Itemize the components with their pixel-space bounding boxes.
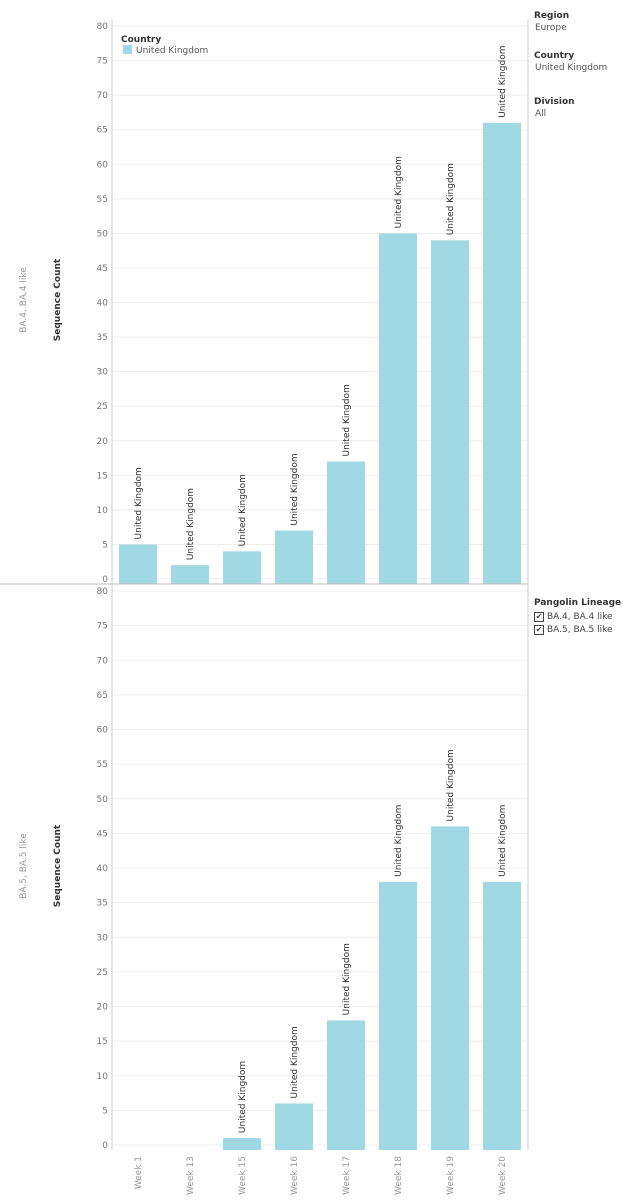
y-tick-label: 30 (97, 368, 109, 378)
y-tick-label: 80 (97, 587, 109, 597)
country-filter-value[interactable]: United Kingdom (535, 63, 608, 73)
region-filter-value[interactable]: Europe (535, 23, 567, 33)
bar (379, 881, 417, 1150)
division-filter[interactable]: Division All (534, 97, 575, 119)
y-tick-label: 25 (97, 968, 108, 978)
y-tick-label: 80 (97, 22, 109, 32)
lineage-option-label: BA.4, BA.4 like (547, 611, 613, 622)
bar-data-label: United Kingdom (238, 474, 248, 546)
legend-item-label: United Kingdom (136, 46, 208, 56)
bar-data-label: United Kingdom (238, 1061, 248, 1133)
y-tick-label: 55 (97, 195, 108, 205)
y-tick-label: 15 (97, 471, 108, 481)
x-tick-label: Week 19 (446, 1156, 456, 1195)
country-filter[interactable]: Country United Kingdom (534, 51, 607, 73)
bar (379, 233, 417, 584)
y-tick-label: 70 (97, 91, 109, 101)
y-axis-title: Sequence Count (53, 824, 63, 907)
y-tick-label: 50 (97, 229, 109, 239)
x-tick-label: Week 20 (498, 1156, 508, 1195)
row-header-label: BA.4, BA.4 like (19, 267, 29, 333)
y-tick-label: 50 (97, 795, 109, 805)
x-tick-label: Week 15 (238, 1156, 248, 1195)
bar-data-label: United Kingdom (446, 163, 456, 235)
filter-panel: Region Europe Country United Kingdom Div… (534, 0, 642, 1200)
y-tick-label: 60 (97, 160, 109, 170)
checkmark-icon[interactable]: ✔ (534, 624, 544, 635)
lineage-option-ba5[interactable]: ✔ BA.5, BA.5 like (534, 623, 621, 636)
bar-data-label: United Kingdom (394, 156, 404, 228)
country-filter-title: Country (534, 51, 575, 61)
checkmark-icon[interactable]: ✔ (534, 611, 544, 622)
y-tick-label: 35 (97, 333, 108, 343)
x-tick-label: Week 1 (134, 1156, 144, 1189)
y-tick-label: 25 (97, 402, 108, 412)
y-tick-label: 45 (97, 264, 108, 274)
division-filter-value[interactable]: All (535, 109, 547, 119)
legend-swatch (123, 45, 132, 54)
y-axis-title: Sequence Count (53, 258, 63, 341)
bar (431, 240, 469, 584)
bar (431, 826, 469, 1150)
y-tick-label: 5 (102, 1106, 108, 1116)
x-tick-label: Week 16 (290, 1156, 300, 1195)
bar (275, 530, 313, 584)
lineage-option-label: BA.5, BA.5 like (547, 624, 613, 635)
bar-data-label: United Kingdom (446, 749, 456, 821)
division-filter-title: Division (534, 97, 575, 107)
y-tick-label: 75 (97, 57, 108, 67)
bar (327, 461, 365, 584)
y-tick-label: 45 (97, 829, 108, 839)
lineage-filter: Pangolin Lineage ✔ BA.4, BA.4 like ✔ BA.… (534, 598, 621, 636)
y-tick-label: 40 (97, 299, 109, 309)
bar-data-label: United Kingdom (186, 488, 196, 560)
y-tick-label: 70 (97, 656, 109, 666)
y-tick-label: 20 (97, 437, 109, 447)
y-tick-label: 75 (97, 622, 108, 632)
y-tick-label: 30 (97, 933, 109, 943)
y-tick-label: 5 (102, 540, 108, 550)
bar (327, 1020, 365, 1150)
row-header-label: BA.5, BA.5 like (19, 833, 29, 899)
bar-data-label: United Kingdom (290, 453, 300, 525)
bar-data-label: United Kingdom (498, 805, 508, 877)
bar (483, 122, 521, 585)
region-filter-title: Region (534, 11, 570, 21)
y-tick-label: 20 (97, 1003, 109, 1013)
legend-title: Country (121, 35, 161, 45)
bar (223, 1138, 261, 1150)
y-tick-label: 0 (102, 1141, 108, 1151)
bar (275, 1103, 313, 1150)
bar (119, 544, 157, 584)
y-tick-label: 40 (97, 864, 109, 874)
bar-data-label: United Kingdom (342, 384, 352, 456)
y-tick-label: 10 (97, 506, 109, 516)
lineage-option-ba4[interactable]: ✔ BA.4, BA.4 like (534, 610, 621, 623)
bar-data-label: United Kingdom (394, 805, 404, 877)
x-tick-label: Week 18 (394, 1156, 404, 1195)
y-tick-label: 60 (97, 726, 109, 736)
x-tick-label: Week 13 (186, 1156, 196, 1195)
bar (223, 551, 261, 584)
lineage-filter-title: Pangolin Lineage (534, 598, 622, 608)
y-tick-label: 65 (97, 126, 108, 136)
y-tick-label: 65 (97, 691, 108, 701)
bar (483, 881, 521, 1150)
y-tick-label: 10 (97, 1072, 109, 1082)
bar-data-label: United Kingdom (134, 467, 144, 539)
bar-data-label: United Kingdom (290, 1026, 300, 1098)
x-tick-label: Week 17 (342, 1156, 352, 1195)
y-tick-label: 35 (97, 899, 108, 909)
region-filter[interactable]: Region Europe (534, 11, 569, 33)
bar-data-label: United Kingdom (342, 943, 352, 1015)
y-tick-label: 15 (97, 1037, 108, 1047)
bar (171, 565, 209, 584)
bar-data-label: United Kingdom (498, 46, 508, 118)
y-tick-label: 0 (102, 575, 108, 585)
y-tick-label: 55 (97, 760, 108, 770)
